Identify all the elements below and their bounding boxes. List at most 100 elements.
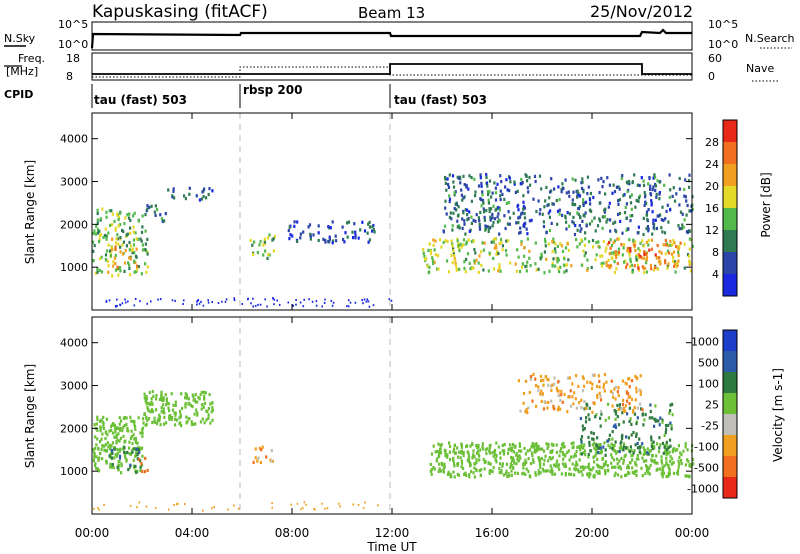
velocity-cell: [110, 428, 113, 432]
power-cell: [346, 305, 348, 308]
power-cell: [650, 267, 653, 271]
power-cell: [593, 216, 596, 220]
velocity-cell: [446, 455, 449, 459]
power-cell: [494, 198, 498, 202]
power-cell: [544, 244, 547, 248]
power-cell: [561, 249, 565, 253]
power-cell: [563, 270, 566, 274]
power-cell: [129, 244, 132, 248]
velocity-cell: [582, 377, 585, 381]
power-cell: [669, 243, 672, 247]
power-cell: [650, 199, 653, 203]
power-cell: [650, 247, 654, 251]
power-cell: [678, 203, 681, 207]
power-cell: [658, 197, 661, 201]
velocity-cell: [591, 437, 594, 441]
power-cell: [161, 219, 164, 224]
power-cell: [144, 242, 147, 246]
power-cell: [684, 178, 687, 182]
velocity-cell: [648, 472, 651, 476]
power-cell: [309, 234, 312, 239]
power-cell: [605, 260, 608, 264]
power-cell: [612, 221, 615, 225]
power-cell: [447, 185, 451, 189]
velocity-cell: [462, 466, 465, 471]
power-cell: [586, 175, 589, 179]
velocity-cell: [564, 454, 567, 458]
power-cell: [141, 248, 145, 252]
power-cell: [612, 251, 615, 255]
velocity-cell: [128, 452, 131, 456]
velocity-cell: [689, 464, 692, 468]
power-cell: [556, 244, 559, 248]
velocity-cell: [594, 415, 597, 419]
velocity-cell: [557, 465, 560, 469]
velocity-cell: [651, 447, 654, 451]
velocity-cell: [140, 462, 143, 466]
power-cell: [330, 299, 333, 302]
velocity-cell: [578, 401, 581, 405]
velocity-cell: [618, 459, 621, 463]
velocity-cell: [469, 444, 472, 448]
beam-title: Beam 13: [358, 4, 425, 22]
power-cell: [565, 220, 568, 224]
velocity-cell: [151, 420, 154, 425]
power-cell: [682, 225, 685, 229]
power-cell: [551, 202, 554, 206]
power-cell: [93, 229, 96, 233]
velocity-cell: [614, 423, 617, 427]
power-cell: [654, 253, 657, 257]
velocity-cell: [437, 442, 440, 446]
velocity-cell: [649, 409, 652, 414]
power-cell: [289, 233, 292, 237]
velocity-cell: [466, 458, 469, 463]
power-cell: [571, 220, 574, 224]
velocity-cell: [178, 416, 181, 420]
velocity-cell: [660, 459, 663, 463]
power-cell: [465, 240, 469, 244]
velocity-cell: [537, 388, 540, 393]
power-cell: [459, 177, 462, 181]
power-cell: [488, 251, 491, 255]
power-cell: [516, 248, 519, 252]
power-cell: [233, 299, 236, 302]
power-cell: [661, 230, 664, 234]
velocity-cell: [574, 467, 578, 471]
power-cell: [480, 263, 483, 267]
power-cell: [136, 264, 139, 268]
velocity-cell: [205, 409, 208, 413]
velocity-cell: [618, 449, 621, 454]
velocity-cell: [677, 465, 680, 469]
velocity-cell: [446, 453, 449, 457]
power-cell: [612, 240, 615, 245]
velocity-cell: [558, 467, 561, 472]
velocity-cell: [561, 451, 564, 455]
colorbar-swatch: [723, 393, 737, 415]
velocity-cell: [638, 446, 642, 450]
power-cell: [672, 250, 676, 254]
velocity-cell: [95, 443, 98, 447]
power-cell: [646, 217, 649, 222]
velocity-cell: [658, 436, 661, 440]
velocity-cell: [579, 465, 582, 469]
velocity-cell: [624, 409, 627, 413]
velocity-cell: [137, 448, 140, 452]
velocity-cell: [582, 467, 585, 471]
power-cell: [626, 246, 629, 251]
power-cell: [104, 257, 107, 262]
velocity-cell: [270, 459, 273, 463]
velocity-cell: [202, 390, 205, 394]
velocity-cell: [506, 451, 510, 455]
power-cell: [252, 252, 255, 257]
velocity-cell: [152, 394, 155, 398]
x-tick-label: 04:00: [175, 526, 210, 540]
velocity-cell: [616, 403, 619, 408]
velocity-cell: [154, 507, 157, 509]
velocity-cell: [481, 445, 484, 449]
power-cell: [572, 221, 575, 225]
power-cell: [631, 270, 634, 274]
colorbar-tick-label: 8: [712, 246, 719, 259]
power-cell: [628, 182, 631, 186]
power-cell: [114, 245, 117, 249]
